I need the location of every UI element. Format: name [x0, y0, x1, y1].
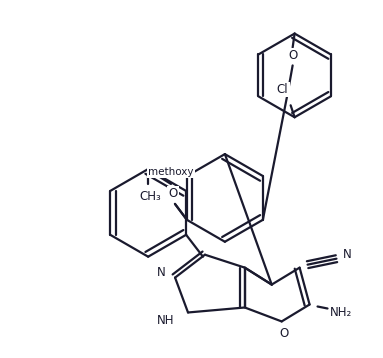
Text: CH₃: CH₃	[139, 190, 161, 203]
Text: NH: NH	[157, 314, 175, 327]
Text: Cl: Cl	[277, 83, 288, 96]
Text: O: O	[169, 188, 178, 200]
Text: methoxy: methoxy	[148, 167, 194, 177]
Text: NH₂: NH₂	[330, 306, 353, 319]
Text: O: O	[288, 49, 297, 62]
Text: N: N	[343, 248, 352, 261]
Text: O: O	[279, 327, 288, 340]
Text: O: O	[169, 188, 178, 200]
Text: N: N	[157, 266, 165, 279]
